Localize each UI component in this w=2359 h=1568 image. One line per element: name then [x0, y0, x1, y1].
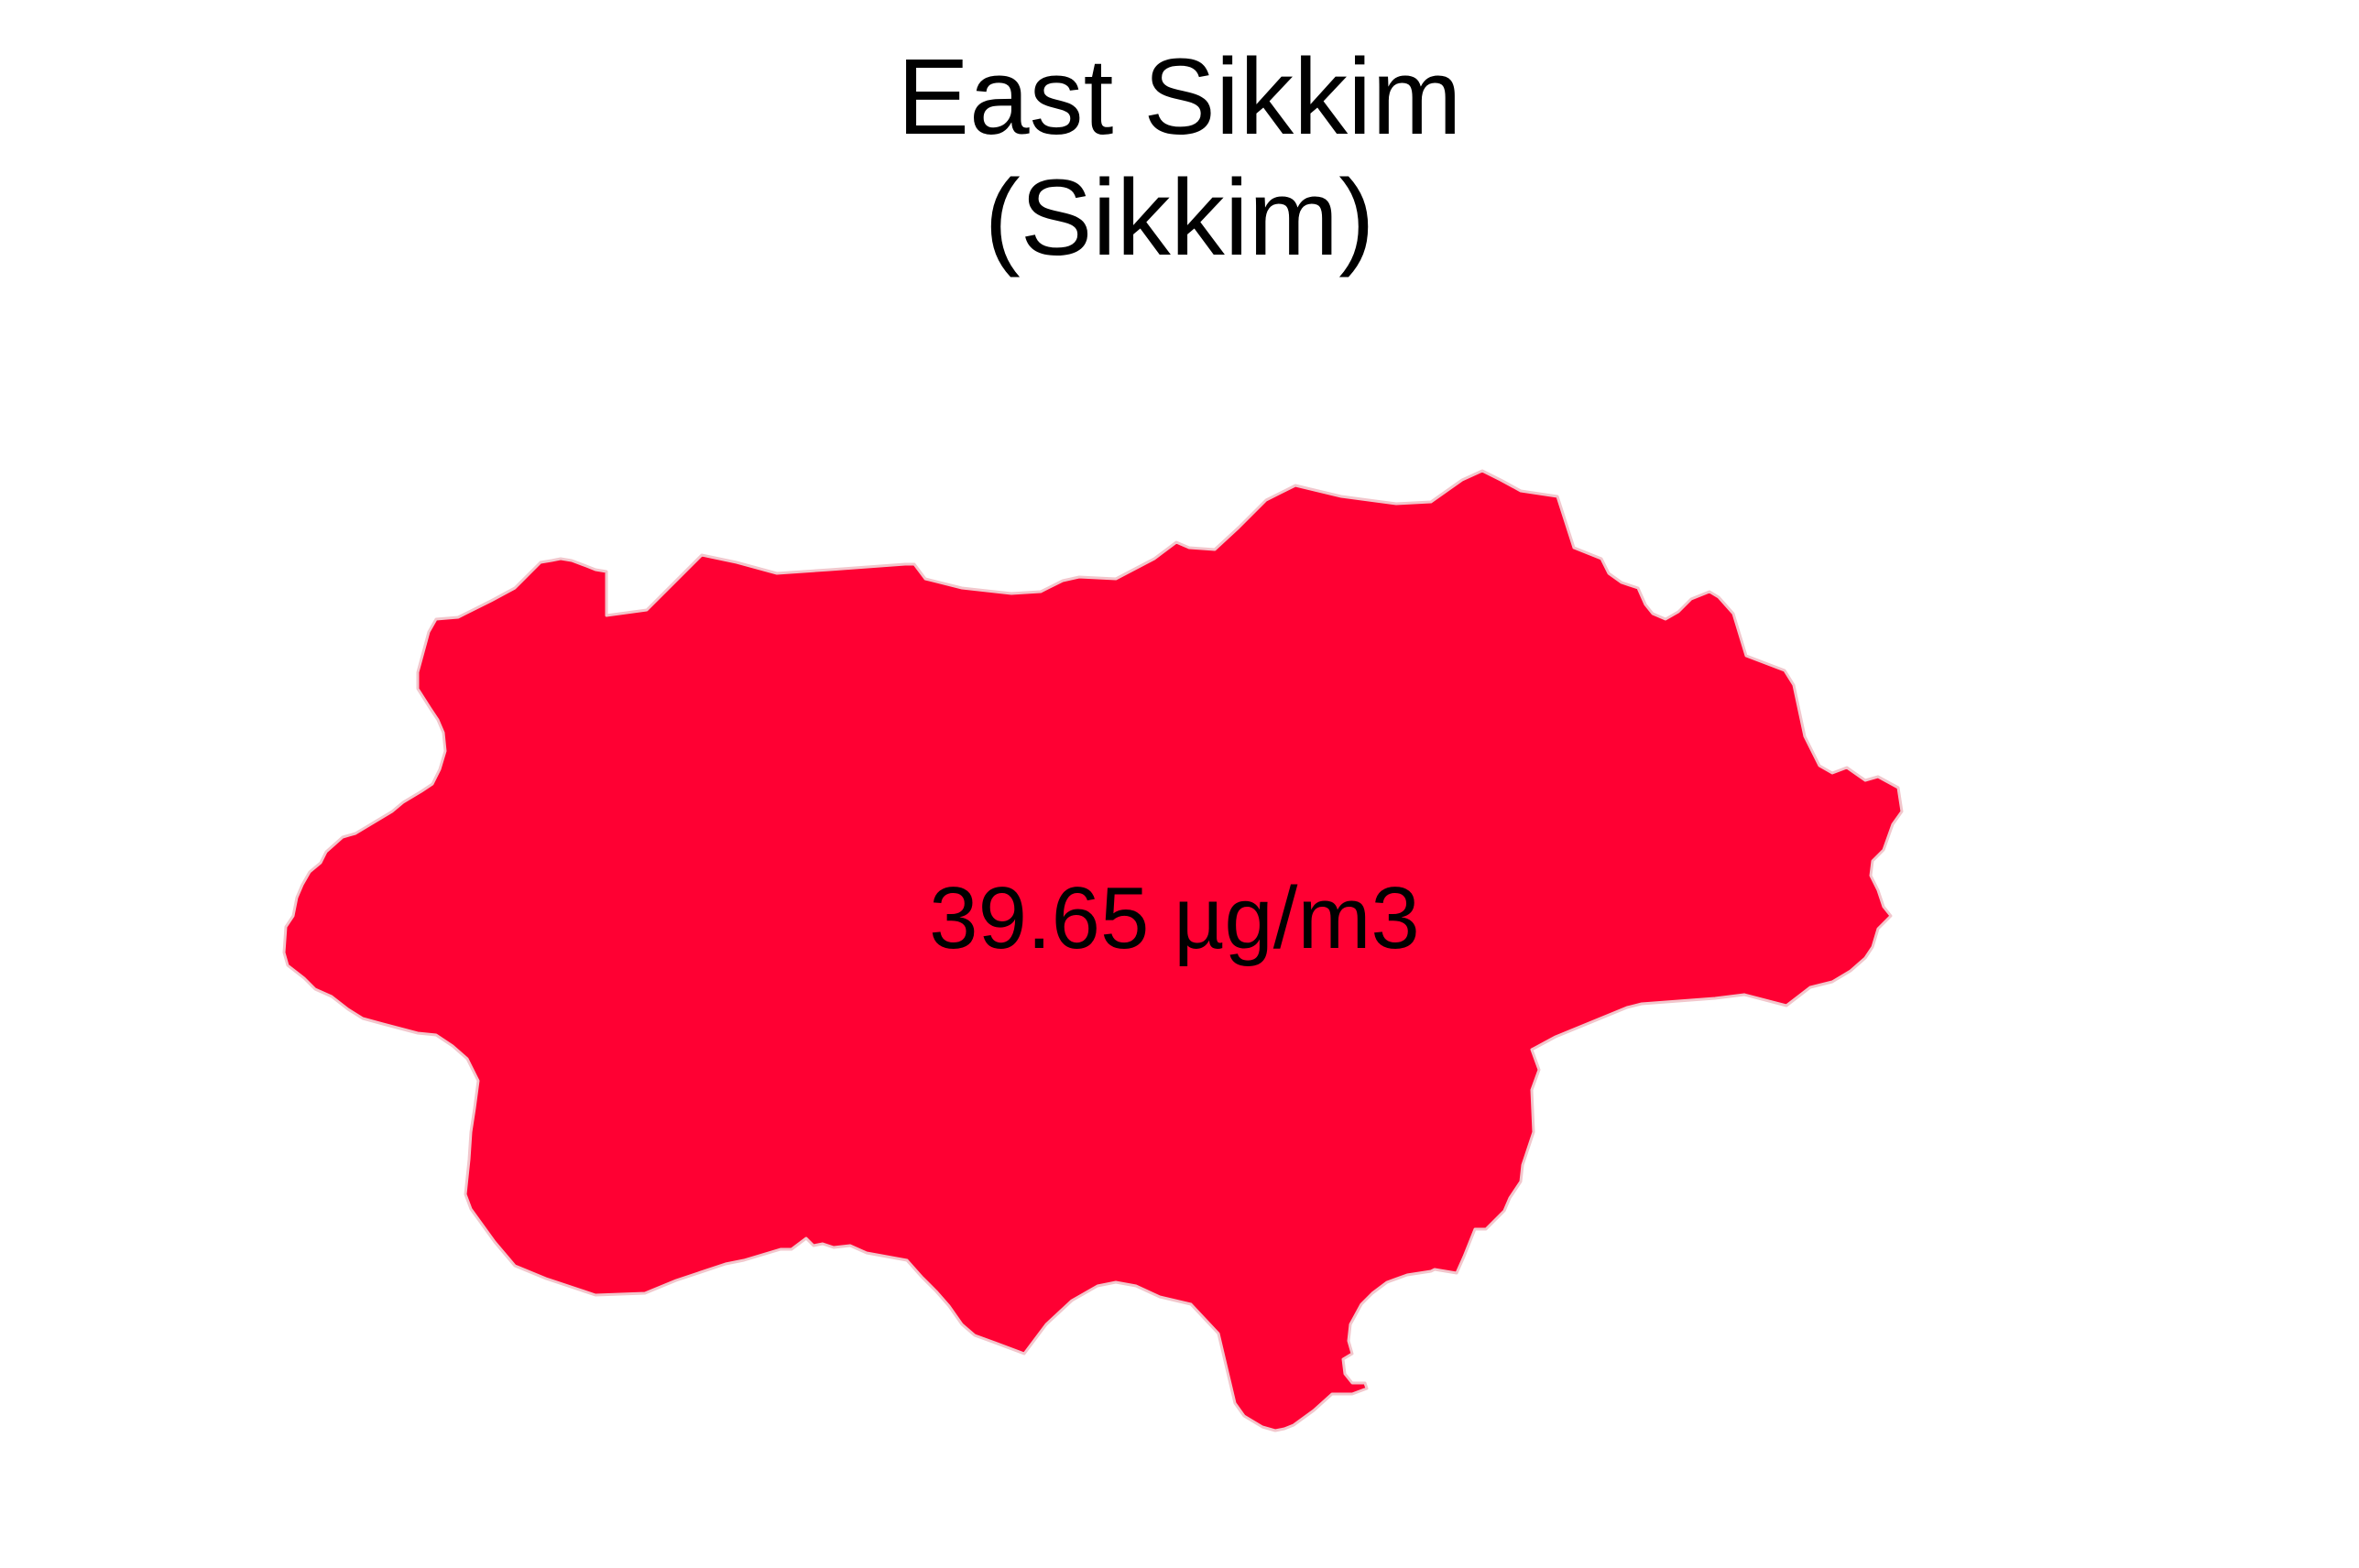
- district-title: East Sikkim: [897, 37, 1462, 158]
- state-subtitle: (Sikkim): [984, 158, 1375, 278]
- map-title: East Sikkim (Sikkim): [0, 37, 2359, 278]
- pm25-value-label: 39.65 µg/m3: [929, 869, 1420, 967]
- district-polygon: [282, 469, 1904, 1432]
